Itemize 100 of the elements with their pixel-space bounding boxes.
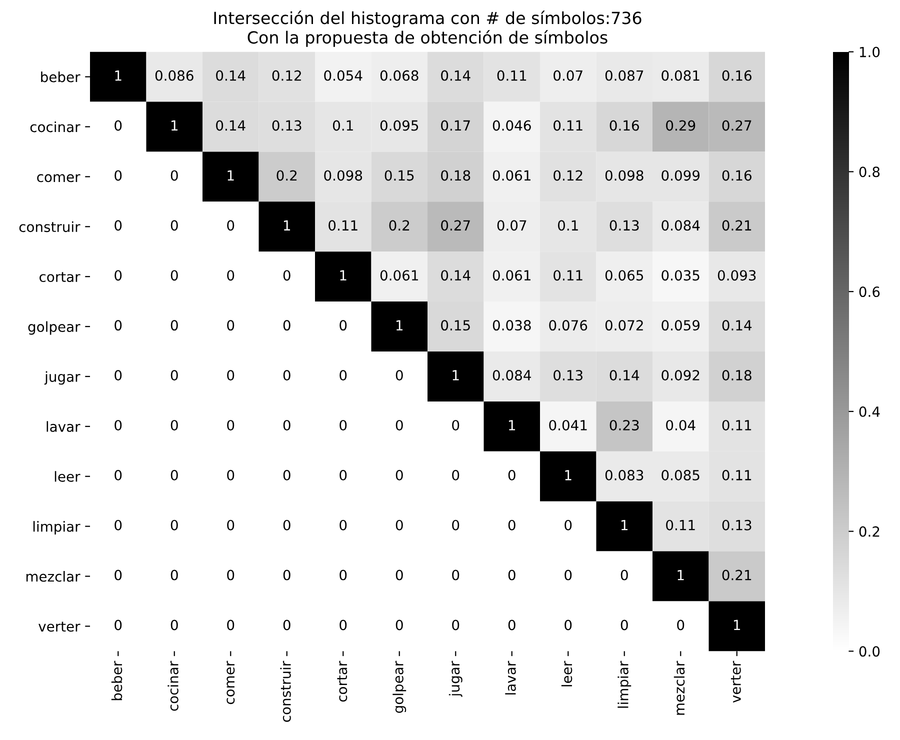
data-label: 0 [396, 620, 403, 630]
data-label: 0.14 [216, 120, 246, 131]
data-label: 0 [227, 420, 234, 430]
data-label: 0.2 [389, 220, 410, 231]
data-label: 0 [340, 570, 347, 580]
data-label: 0.093 [718, 270, 756, 281]
data-label: 0 [114, 320, 122, 331]
data-label: 0 [396, 370, 403, 381]
x-tick-label: comer [226, 660, 235, 704]
data-label: 0.098 [605, 170, 644, 181]
data-label: 0.23 [610, 420, 639, 430]
data-label: 0.12 [272, 70, 301, 81]
data-label: 0.15 [384, 170, 414, 181]
data-label: 0.054 [324, 70, 362, 81]
data-label: 0 [114, 570, 122, 580]
data-label: 0.081 [662, 70, 700, 81]
data-label: 0.04 [666, 420, 696, 430]
data-label: 0.13 [554, 370, 582, 381]
data-label: 0.14 [610, 370, 640, 381]
data-label: 0 [508, 520, 516, 530]
data-label: 0 [283, 320, 290, 331]
data-label: 0.095 [380, 120, 418, 131]
data-label: 0 [227, 620, 234, 630]
data-label: 0 [396, 470, 403, 480]
data-label: 0.29 [666, 120, 696, 131]
y-tick-label: beber [41, 72, 80, 82]
x-tick-label: golpear [392, 660, 406, 713]
y-tick-label: leer [54, 471, 80, 482]
data-label: 0 [396, 520, 403, 530]
data-label: 0.16 [722, 70, 752, 81]
y-tick-label: comer [37, 174, 80, 182]
color-bar-label: 1.0 [860, 46, 880, 58]
data-label: 0 [340, 520, 347, 530]
data-label: 0 [340, 370, 347, 381]
data-label: 0 [114, 120, 122, 131]
data-label: 0 [114, 270, 122, 281]
x-tick-label: mezclar [674, 660, 685, 715]
data-label: 1 [340, 270, 346, 280]
data-label: 0.21 [722, 570, 752, 580]
x-tick-label: lavar [505, 660, 516, 694]
data-label: 0 [114, 520, 122, 530]
chart-title: Intersección del histograma con # de símbolos:736 Con la propuesta de obtención de símbolos [214, 10, 642, 47]
data-label: 0 [452, 570, 460, 580]
x-tick-label: leer [561, 660, 572, 686]
data-label: 0 [227, 270, 234, 281]
color-bar-label: 0.4 [859, 406, 880, 417]
data-label: 0 [340, 470, 347, 480]
data-label: 0 [508, 620, 516, 630]
data-label: 0.13 [610, 220, 639, 231]
data-label: 0.11 [666, 520, 695, 530]
y-tick-label: jugar [44, 371, 80, 385]
x-tick-label: cortar [337, 660, 348, 702]
data-label: 0.14 [441, 70, 470, 81]
y-tick-label: lavar [46, 421, 80, 432]
data-label: 1 [678, 570, 684, 580]
data-label: 0 [114, 370, 122, 381]
color-bar-label: 0.0 [859, 646, 880, 657]
data-label: 0 [340, 320, 347, 331]
data-label: 0 [283, 470, 290, 480]
data-label: 0 [170, 520, 178, 530]
data-label: 0.035 [662, 270, 700, 281]
data-label: 0.11 [722, 420, 752, 430]
data-label: 0.18 [441, 170, 470, 181]
data-label: 0.14 [216, 70, 246, 81]
data-label: 0 [508, 470, 516, 480]
data-label: 0.15 [441, 320, 470, 331]
data-label: 0 [170, 270, 178, 281]
data-label: 0 [227, 320, 234, 331]
data-label: 0.085 [662, 470, 700, 480]
color-bar-label: 0.6 [859, 286, 880, 298]
data-label: 0 [227, 470, 234, 480]
data-label: 0 [227, 520, 234, 530]
data-label: 1 [621, 520, 628, 530]
data-label: 0 [227, 570, 234, 580]
data-label: 0.087 [605, 70, 644, 81]
data-label: 0.27 [441, 220, 470, 231]
data-label: 1 [508, 420, 516, 430]
data-label: 0.092 [662, 370, 700, 381]
y-tick-label: construir [19, 221, 80, 232]
data-label: 0.13 [722, 520, 752, 530]
data-label: 0 [396, 420, 403, 430]
color-bar-label: 0.2 [859, 526, 880, 537]
data-label: 0.14 [441, 270, 470, 281]
y-tick-label: golpear [28, 321, 80, 335]
data-label: 0 [170, 570, 178, 580]
data-label: 0.061 [492, 270, 530, 281]
data-label: 0.18 [722, 370, 752, 381]
data-label: 0.11 [497, 70, 526, 81]
data-label: 0.084 [492, 370, 531, 381]
data-label: 0.072 [605, 320, 643, 331]
x-tick-label: jugar [448, 660, 462, 697]
data-label: 0 [564, 620, 572, 630]
data-label: 0.11 [554, 120, 582, 131]
data-label: 0.11 [722, 470, 752, 480]
y-tick-label: mezclar [26, 571, 80, 582]
data-label: 0 [452, 420, 460, 430]
data-label: 0.16 [722, 170, 752, 181]
data-label: 0.076 [549, 320, 588, 331]
data-label: 0.14 [722, 320, 752, 331]
data-label: 0 [564, 570, 572, 580]
